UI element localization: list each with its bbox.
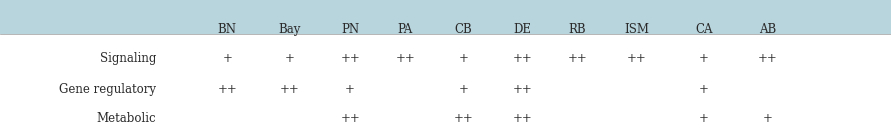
Text: CA: CA: [695, 23, 713, 36]
Text: +: +: [222, 52, 233, 65]
Text: ++: ++: [512, 112, 532, 125]
Text: ++: ++: [512, 83, 532, 96]
Text: RB: RB: [568, 23, 586, 36]
Text: Signaling: Signaling: [100, 52, 156, 65]
Text: BN: BN: [217, 23, 237, 36]
Text: PN: PN: [341, 23, 359, 36]
Text: Bay: Bay: [278, 23, 301, 36]
Text: ++: ++: [217, 83, 237, 96]
Text: PA: PA: [397, 23, 413, 36]
Text: +: +: [699, 52, 709, 65]
Text: DE: DE: [513, 23, 531, 36]
Text: CB: CB: [454, 23, 472, 36]
Text: +: +: [284, 52, 295, 65]
FancyBboxPatch shape: [0, 0, 891, 34]
Text: +: +: [699, 83, 709, 96]
Text: ++: ++: [627, 52, 647, 65]
Text: ++: ++: [568, 52, 587, 65]
Text: +: +: [458, 52, 469, 65]
Text: +: +: [763, 112, 773, 125]
Text: Metabolic: Metabolic: [96, 112, 156, 125]
Text: +: +: [345, 83, 356, 96]
Text: +: +: [458, 83, 469, 96]
Text: ++: ++: [512, 52, 532, 65]
Text: ++: ++: [454, 112, 473, 125]
Text: ++: ++: [280, 83, 299, 96]
Text: Gene regulatory: Gene regulatory: [59, 83, 156, 96]
Text: AB: AB: [759, 23, 777, 36]
Text: +: +: [699, 112, 709, 125]
Text: ++: ++: [340, 112, 360, 125]
Text: ++: ++: [758, 52, 778, 65]
Text: ++: ++: [396, 52, 415, 65]
Text: ISM: ISM: [625, 23, 650, 36]
Text: ++: ++: [340, 52, 360, 65]
